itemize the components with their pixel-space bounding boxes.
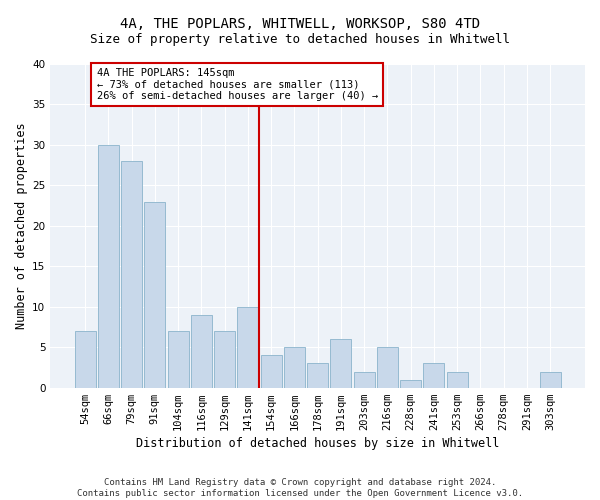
Bar — [214, 331, 235, 388]
Bar — [145, 202, 165, 388]
Bar — [98, 145, 119, 388]
Y-axis label: Number of detached properties: Number of detached properties — [15, 122, 28, 329]
Bar — [284, 347, 305, 388]
Bar — [307, 364, 328, 388]
Bar — [377, 347, 398, 388]
Bar — [238, 307, 259, 388]
Bar — [260, 356, 281, 388]
Bar — [121, 161, 142, 388]
Bar — [167, 331, 188, 388]
Text: 4A, THE POPLARS, WHITWELL, WORKSOP, S80 4TD: 4A, THE POPLARS, WHITWELL, WORKSOP, S80 … — [120, 18, 480, 32]
Bar — [353, 372, 374, 388]
Bar — [331, 339, 352, 388]
Bar — [424, 364, 445, 388]
Bar — [540, 372, 560, 388]
Text: Size of property relative to detached houses in Whitwell: Size of property relative to detached ho… — [90, 32, 510, 46]
Bar — [74, 331, 95, 388]
Bar — [191, 315, 212, 388]
Bar — [400, 380, 421, 388]
Bar — [447, 372, 467, 388]
Text: 4A THE POPLARS: 145sqm
← 73% of detached houses are smaller (113)
26% of semi-de: 4A THE POPLARS: 145sqm ← 73% of detached… — [97, 68, 378, 101]
X-axis label: Distribution of detached houses by size in Whitwell: Distribution of detached houses by size … — [136, 437, 499, 450]
Text: Contains HM Land Registry data © Crown copyright and database right 2024.
Contai: Contains HM Land Registry data © Crown c… — [77, 478, 523, 498]
